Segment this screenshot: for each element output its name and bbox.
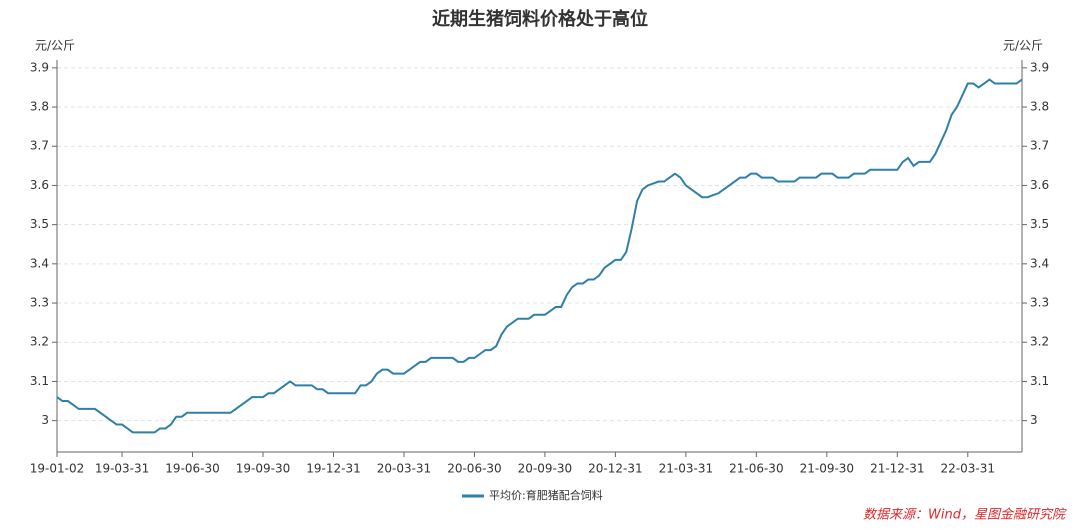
- y2-tick-label: 3.4: [1030, 256, 1049, 270]
- y-tick-label: 3.4: [30, 256, 49, 270]
- y2-tick-label: 3.1: [1030, 374, 1049, 388]
- source-note: 数据来源：Wind，星图金融研究院: [863, 507, 1067, 523]
- x-tick-label: 21-03-31: [659, 462, 713, 476]
- x-tick-label: 19-12-31: [306, 462, 360, 476]
- y-tick-label: 3.6: [30, 178, 49, 192]
- y2-tick-label: 3.9: [1030, 60, 1049, 74]
- y-tick-label: 3.7: [30, 139, 49, 153]
- legend-label: 平均价:育肥猪配合饲料: [489, 488, 603, 502]
- y2-tick-label: 3.5: [1030, 217, 1049, 231]
- chart-title: 近期生猪饲料价格处于高位: [432, 8, 648, 30]
- x-tick-label: 19-09-30: [236, 462, 290, 476]
- x-tick-label: 19-06-30: [165, 462, 219, 476]
- y-tick-label: 3.9: [30, 60, 49, 74]
- x-tick-label: 20-06-30: [447, 462, 501, 476]
- y2-axis-unit: 元/公斤: [1003, 39, 1043, 53]
- y2-tick-label: 3.3: [1030, 296, 1049, 310]
- y-tick-label: 3.5: [30, 217, 49, 231]
- x-tick-label: 21-12-31: [870, 462, 924, 476]
- y-tick-label: 3.1: [30, 374, 49, 388]
- x-tick-label: 20-12-31: [588, 462, 642, 476]
- x-tick-label: 20-03-31: [377, 462, 431, 476]
- y2-tick-label: 3.8: [1030, 100, 1049, 114]
- y2-tick-label: 3.7: [1030, 139, 1049, 153]
- x-tick-label: 21-06-30: [729, 462, 783, 476]
- x-tick-label: 19-03-31: [95, 462, 149, 476]
- y-tick-label: 3.8: [30, 100, 49, 114]
- y-axis-unit: 元/公斤: [35, 39, 75, 53]
- y2-tick-label: 3: [1030, 413, 1038, 427]
- x-tick-label: 20-09-30: [518, 462, 572, 476]
- y2-tick-label: 3.2: [1030, 335, 1049, 349]
- data-line: [56, 78, 1023, 434]
- x-tick-label: 21-09-30: [800, 462, 854, 476]
- y2-tick-label: 3.6: [1030, 178, 1049, 192]
- y-tick-label: 3.2: [30, 335, 49, 349]
- x-tick-label: 22-03-31: [941, 462, 995, 476]
- y-tick-label: 3.3: [30, 296, 49, 310]
- x-tick-label: 19-01-02: [30, 462, 84, 476]
- y-tick-label: 3: [41, 413, 49, 427]
